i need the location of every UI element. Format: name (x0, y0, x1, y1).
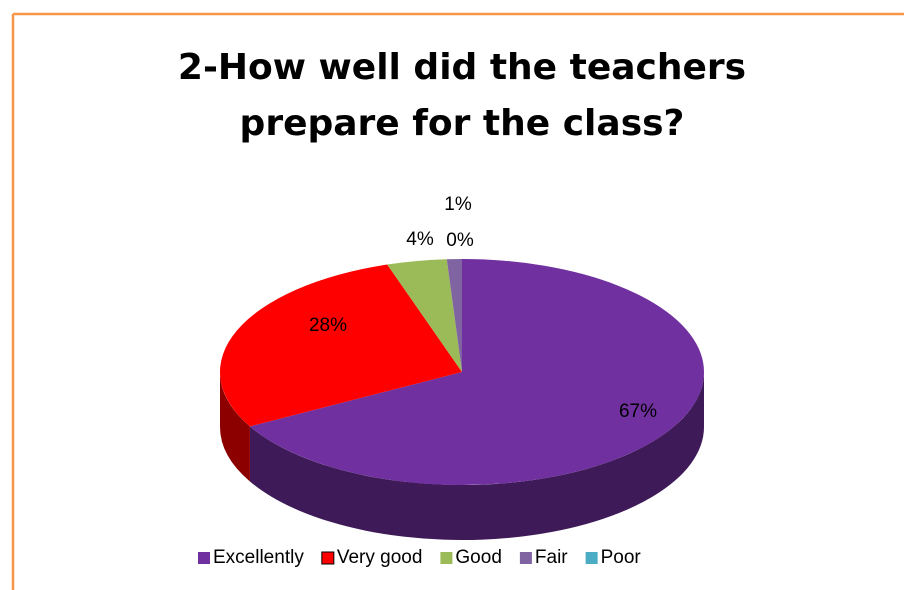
slice (446, 259, 462, 372)
slice-side (220, 372, 250, 482)
data-label: 67% (619, 401, 657, 422)
legend-swatch (440, 552, 453, 564)
data-label: 4% (406, 229, 434, 250)
data-label: 1% (444, 194, 472, 215)
slice (219, 264, 462, 427)
slice (249, 259, 704, 485)
legend-label: Excellently (213, 547, 304, 568)
legend-swatch (585, 552, 598, 564)
legend-label: Very good (337, 547, 423, 568)
slice-side (249, 372, 704, 541)
legend-swatch (321, 551, 335, 565)
data-label: 28% (309, 315, 347, 336)
legend-swatch (198, 552, 210, 564)
data-label: 0% (446, 230, 474, 251)
chart-title: 2-How well did the teachers prepare for … (177, 47, 747, 144)
legend-label: Fair (535, 547, 568, 568)
legend-label: Poor (601, 547, 642, 568)
legend-label: Good (455, 547, 501, 568)
slice (387, 259, 462, 372)
legend-swatch (519, 552, 532, 564)
